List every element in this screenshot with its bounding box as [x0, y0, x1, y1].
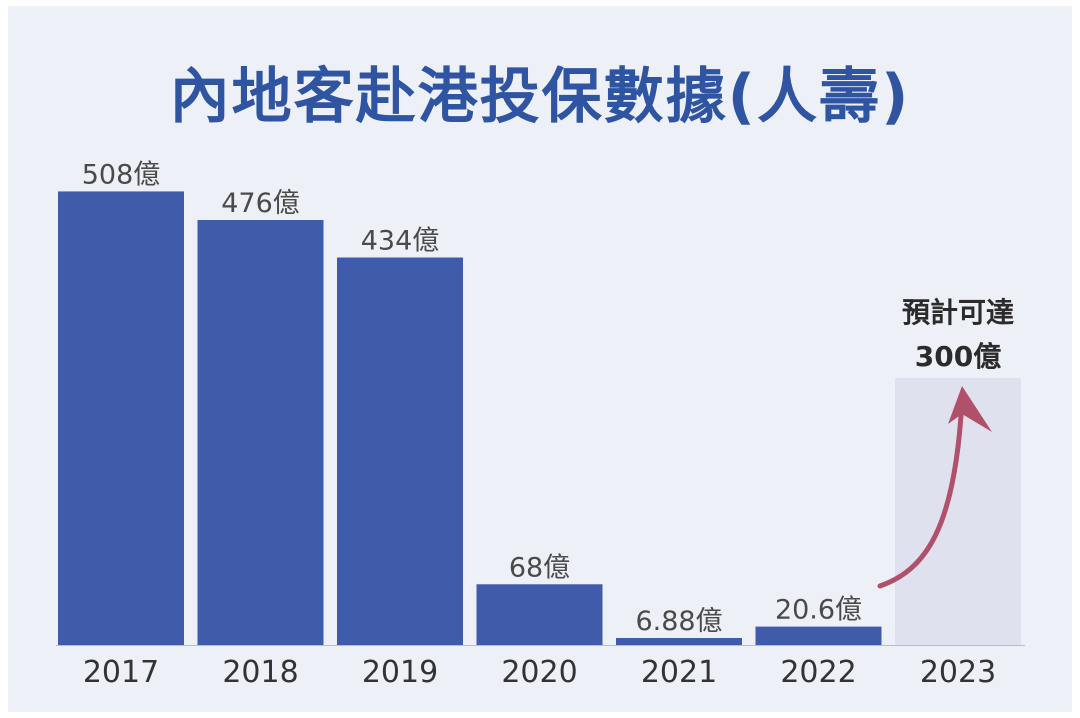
forecast-label: 預計可達 [902, 296, 1014, 329]
forecast-value-label: 300億 [915, 340, 1001, 373]
bar-2022 [755, 626, 882, 645]
forecast-area [895, 378, 1021, 645]
forecast-arrow [877, 397, 965, 589]
data-label-2017: 508億 [82, 159, 161, 190]
bar-2019 [337, 257, 463, 645]
bar-2020 [476, 584, 603, 645]
data-label-2022: 20.6億 [775, 595, 862, 626]
data-label-2019: 434億 [361, 226, 440, 257]
x-tick-label-2020: 2020 [501, 655, 577, 690]
data-label-2021: 6.88億 [635, 606, 722, 637]
x-tick-label-2018: 2018 [222, 655, 298, 690]
x-tick-label-2021: 2021 [641, 655, 717, 690]
x-tick-label-2017: 2017 [83, 655, 159, 690]
x-tick-label-2019: 2019 [362, 655, 438, 690]
bar-2018 [197, 220, 324, 645]
x-tick-label-2023: 2023 [920, 655, 996, 690]
x-tick-label-2022: 2022 [780, 655, 856, 690]
forecast-arrow-head [948, 386, 992, 432]
data-label-2020: 68億 [509, 552, 570, 583]
chart-title: 內地客赴港投保數據(人壽) [169, 62, 911, 132]
bar-2021 [616, 638, 742, 645]
bar-2017 [58, 191, 184, 645]
data-label-2018: 476億 [221, 188, 300, 219]
